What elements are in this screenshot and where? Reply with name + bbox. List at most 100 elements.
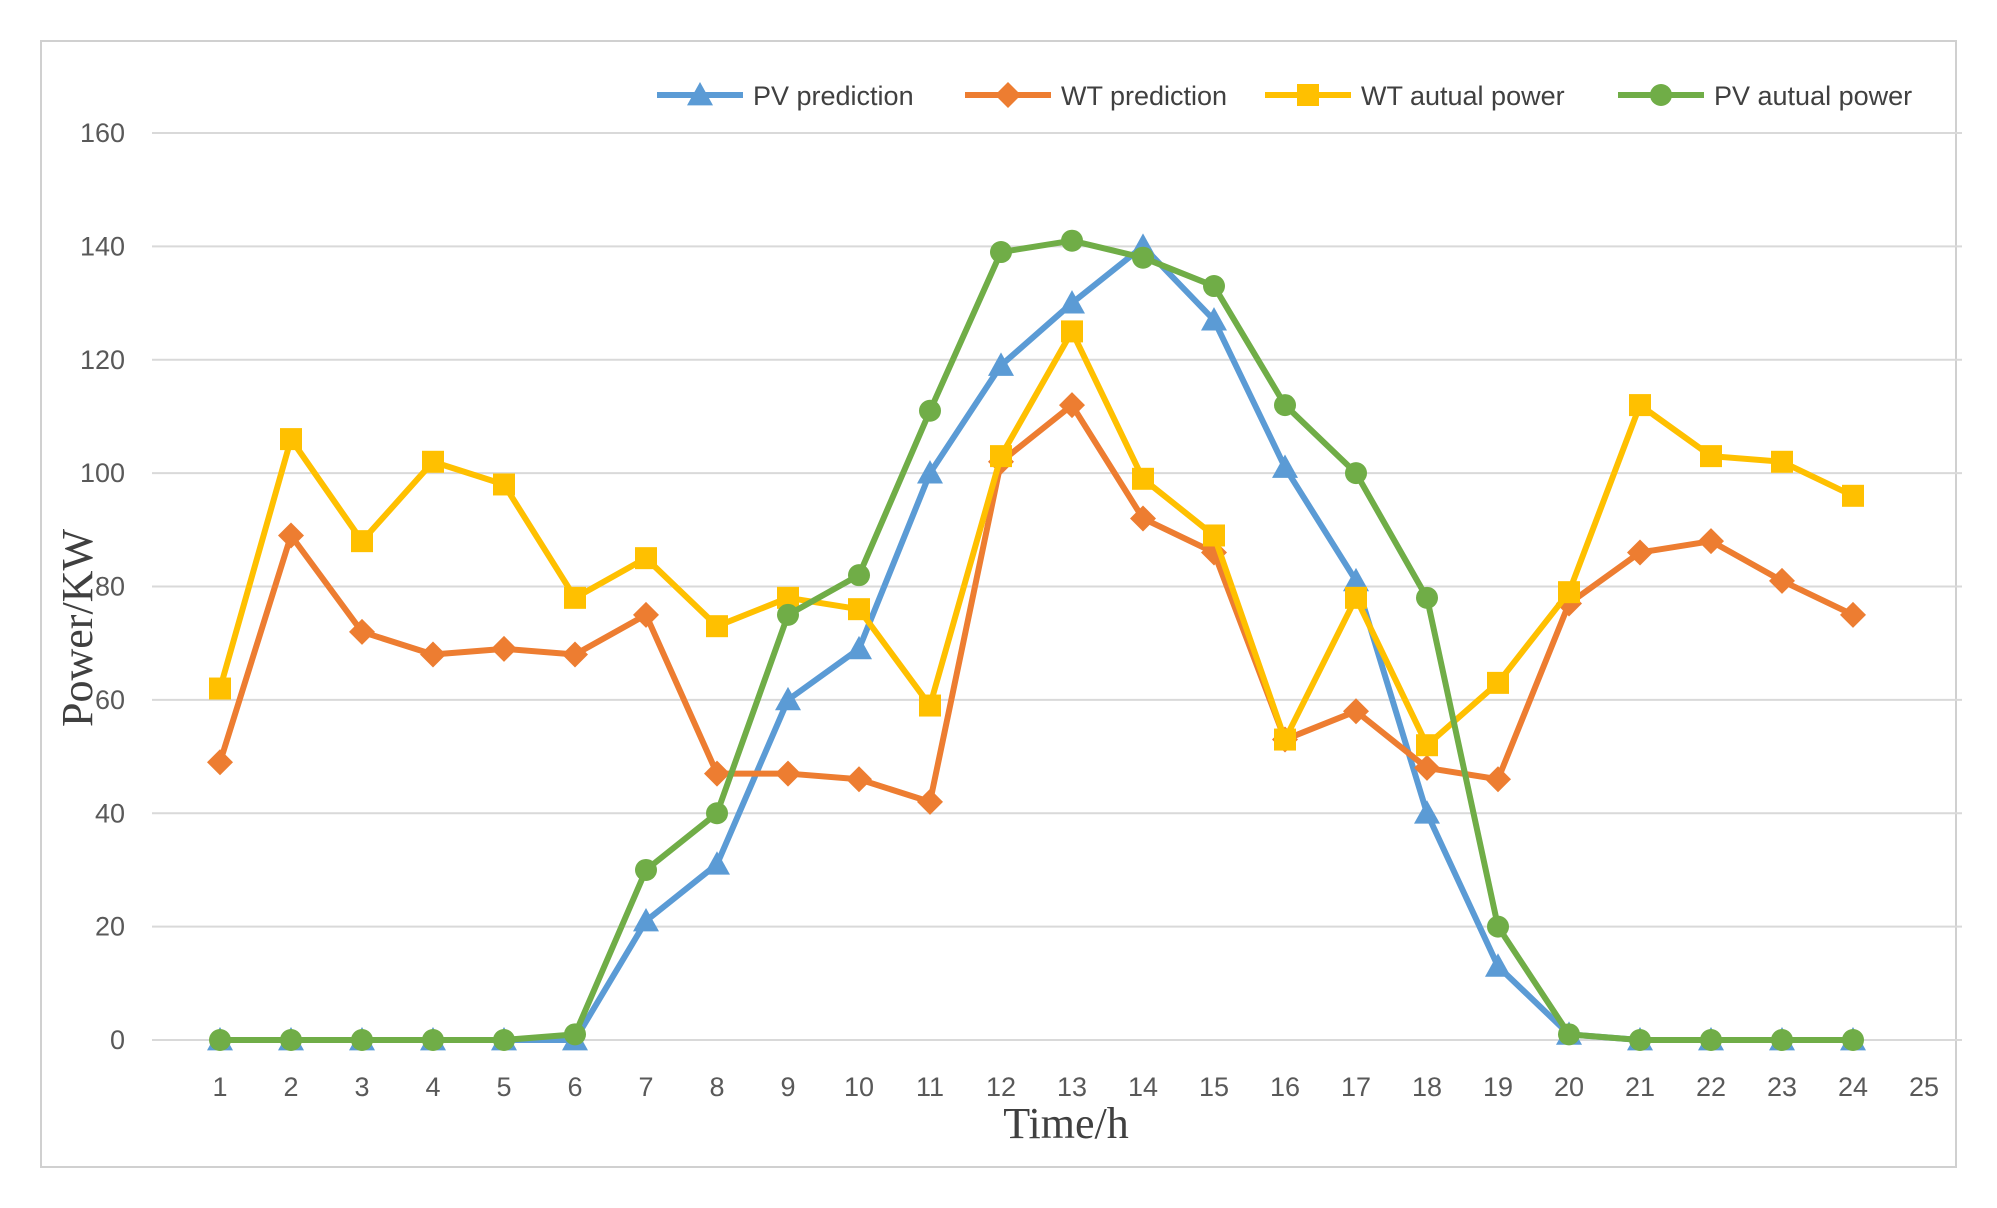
- legend-marker: [1297, 84, 1319, 106]
- y-axis-ticks: 0 20 40 60 80 100 120 140 160: [80, 118, 125, 1055]
- legend-label: WT autual power: [1361, 81, 1565, 111]
- data-point: [1345, 462, 1367, 485]
- data-point: [1771, 1029, 1793, 1051]
- data-point: [777, 603, 799, 626]
- data-point: [1698, 528, 1724, 555]
- x-tick-label: 12: [986, 1072, 1016, 1102]
- data-point: [990, 241, 1012, 264]
- data-point: [988, 352, 1014, 376]
- data-point: [1558, 581, 1580, 604]
- x-tick-label: 21: [1625, 1072, 1655, 1102]
- x-tick-label: 14: [1128, 1072, 1158, 1102]
- data-point: [1629, 1029, 1651, 1051]
- x-tick-label: 5: [496, 1072, 511, 1102]
- data-point: [1132, 467, 1154, 490]
- x-tick-label: 1: [212, 1072, 227, 1102]
- data-point: [1414, 754, 1440, 781]
- data-point: [919, 694, 941, 717]
- x-tick-label: 16: [1270, 1072, 1300, 1102]
- x-tick-label: 19: [1483, 1072, 1513, 1102]
- legend-label: WT prediction: [1061, 81, 1227, 111]
- x-tick-label: 23: [1767, 1072, 1797, 1102]
- x-tick-label: 13: [1057, 1072, 1087, 1102]
- series-wt-prediction: [207, 392, 1866, 815]
- y-tick-label: 0: [110, 1025, 125, 1055]
- data-point: [491, 635, 517, 662]
- data-point: [1485, 766, 1511, 793]
- series-pv-prediction: [207, 233, 1866, 1051]
- data-point: [1629, 394, 1651, 417]
- x-tick-label: 6: [567, 1072, 582, 1102]
- x-tick-label: 11: [916, 1072, 944, 1102]
- y-axis-title: Power/KW: [53, 529, 102, 727]
- legend-label: PV autual power: [1714, 81, 1912, 111]
- data-point: [1416, 586, 1438, 609]
- data-point: [919, 399, 941, 422]
- series-layer: [207, 229, 1866, 1051]
- data-point: [1203, 275, 1225, 298]
- y-tick-label: 160: [80, 118, 125, 148]
- x-tick-label: 2: [283, 1072, 298, 1102]
- data-point: [704, 851, 730, 875]
- x-tick-label: 25: [1909, 1072, 1939, 1102]
- x-tick-label: 22: [1696, 1072, 1726, 1102]
- x-tick-label: 17: [1341, 1072, 1371, 1102]
- data-point: [1201, 307, 1227, 331]
- data-point: [1700, 1029, 1722, 1051]
- data-point: [1059, 290, 1085, 314]
- data-point: [493, 473, 515, 496]
- y-tick-label: 20: [95, 912, 125, 942]
- legend-item: PV autual power: [1618, 81, 1912, 111]
- data-point: [1840, 601, 1866, 628]
- data-point: [775, 686, 801, 711]
- data-point: [990, 445, 1012, 468]
- data-point: [704, 760, 730, 787]
- data-point: [706, 802, 728, 825]
- data-point: [564, 1023, 586, 1046]
- data-point: [1274, 728, 1296, 751]
- data-point: [1343, 567, 1369, 592]
- series-line: [217, 243, 1856, 1043]
- data-point: [848, 598, 870, 621]
- y-tick-label: 100: [80, 458, 125, 488]
- x-tick-label: 24: [1838, 1072, 1868, 1102]
- data-point: [1769, 567, 1795, 594]
- data-point: [564, 586, 586, 609]
- data-point: [1416, 734, 1438, 757]
- data-point: [1059, 392, 1085, 419]
- data-point: [351, 1029, 373, 1051]
- gridlines: [152, 132, 1962, 1041]
- data-point: [1558, 1023, 1580, 1046]
- data-point: [1842, 1029, 1864, 1051]
- series-line: [217, 328, 1856, 749]
- data-point: [1485, 953, 1511, 977]
- series-line: [217, 402, 1856, 805]
- data-point: [1132, 246, 1154, 269]
- data-point: [280, 428, 302, 451]
- x-tick-label: 4: [425, 1072, 440, 1102]
- x-tick-label: 8: [709, 1072, 724, 1102]
- legend-marker: [1650, 84, 1672, 106]
- data-point: [1771, 450, 1793, 473]
- data-point: [278, 522, 304, 549]
- data-point: [917, 460, 943, 484]
- data-point: [1842, 484, 1864, 507]
- data-point: [422, 450, 444, 473]
- x-tick-label: 10: [844, 1072, 874, 1102]
- data-point: [562, 641, 588, 668]
- y-tick-label: 60: [95, 685, 125, 715]
- data-point: [209, 677, 231, 700]
- x-tick-label: 9: [780, 1072, 795, 1102]
- x-tick-label: 3: [354, 1072, 369, 1102]
- data-point: [846, 766, 872, 793]
- data-point: [633, 907, 659, 932]
- data-point: [635, 547, 657, 570]
- y-tick-label: 120: [80, 345, 125, 375]
- data-point: [280, 1029, 302, 1051]
- data-point: [1274, 394, 1296, 417]
- series-wt-autual-power: [209, 320, 1864, 757]
- data-point: [846, 635, 872, 660]
- data-point: [351, 530, 373, 553]
- data-point: [493, 1029, 515, 1051]
